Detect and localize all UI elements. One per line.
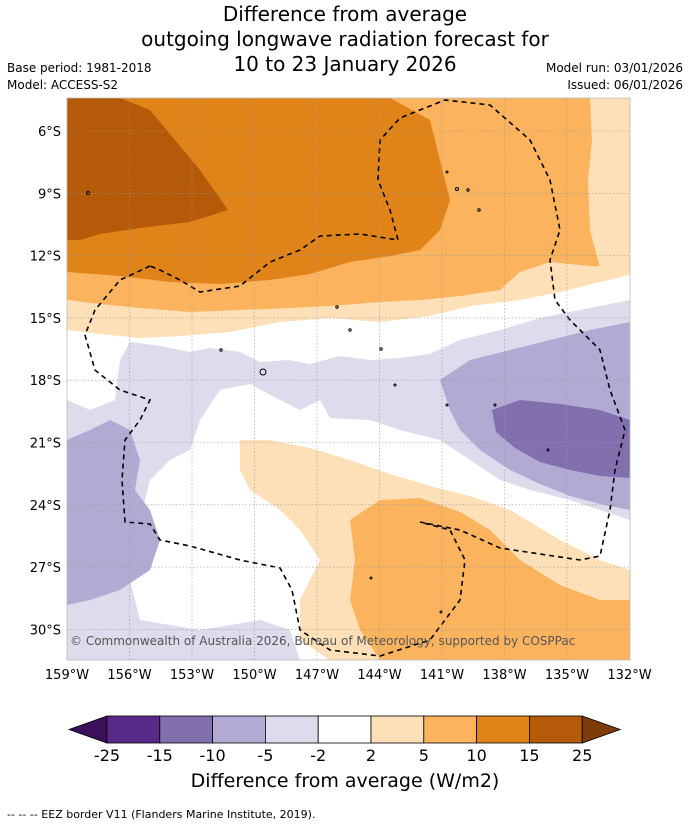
eez-border-french-polynesia: [84, 99, 626, 657]
island-marker: [466, 188, 470, 192]
island-marker: [445, 170, 449, 174]
issued-date: Issued: 06/01/2026: [567, 78, 683, 92]
colorbar-tick-label: 5: [419, 746, 429, 765]
colorbar-segment: [159, 715, 214, 744]
colorbar-tick-label: -5: [257, 746, 273, 765]
island-marker: [335, 305, 339, 309]
colorbar-segment: [423, 715, 477, 744]
lon-label: 159°W: [45, 668, 89, 683]
lat-label: 15°S: [30, 312, 61, 327]
anomaly-region-light-orange-east: [588, 98, 630, 270]
lat-label: 9°S: [38, 187, 61, 202]
colorbar-tick-label: 2: [366, 746, 376, 765]
anomaly-region-darkest-orange: [67, 98, 228, 240]
colorbar-segment: [476, 715, 530, 744]
title-line-1: Difference from average: [222, 2, 468, 26]
map-area: © Commonwealth of Australia 2026, Bureau…: [67, 98, 630, 660]
island-marker: [455, 187, 459, 191]
base-period: Base period: 1981-2018: [7, 61, 152, 75]
colorbar-extend-high: [581, 715, 622, 744]
longitude-labels: 159°W 156°W 153°W 150°W 147°W 144°W 141°W 138°W…: [45, 668, 652, 683]
title-line-2: outgoing longwave radiation forecast for: [141, 27, 549, 51]
lon-label: 147°W: [295, 668, 339, 683]
model-name: Model: ACCESS-S2: [7, 78, 119, 92]
title-line-3: 10 to 23 January 2026: [233, 52, 457, 76]
colorbar-tick-label: 25: [572, 746, 592, 765]
meta-right: Model run: 03/01/2026 Issued: 06/01/2026: [546, 60, 683, 94]
meta-left: Base period: 1981-2018 Model: ACCESS-S2: [7, 60, 152, 94]
colorbar-segment: [370, 715, 425, 744]
lon-label: 141°W: [420, 668, 464, 683]
lat-label: 6°S: [38, 125, 61, 140]
colorbar-segment: [529, 715, 583, 744]
gridlines: [67, 98, 630, 660]
colorbar-tick-label: 15: [519, 746, 539, 765]
island-marker: [477, 208, 481, 212]
anomaly-region-medium-orange-south: [350, 498, 630, 660]
map-frame: [66, 97, 631, 661]
island-marker: [493, 403, 497, 407]
colorbar: -25 -15 -10 -5 -2 2 5 10 15 25: [67, 715, 622, 765]
latitude-labels: 6°S 9°S 12°S 15°S 18°S 21°S 24°S 27°S 30°S: [30, 125, 61, 638]
lon-label: 150°W: [232, 668, 276, 683]
island-marker: [259, 368, 267, 376]
lat-label: 30°S: [30, 623, 61, 638]
colorbar-tick-label: -2: [310, 746, 326, 765]
lon-label: 135°W: [545, 668, 589, 683]
lat-label: 18°S: [30, 374, 61, 389]
lat-label: 12°S: [30, 250, 61, 265]
island-marker: [439, 610, 443, 614]
colorbar-label: Difference from average (W/m2): [191, 770, 500, 792]
island-marker: [219, 348, 223, 352]
lat-label: 24°S: [30, 499, 61, 514]
eez-borders: [84, 99, 626, 657]
island-marker: [546, 448, 550, 452]
islands: [86, 170, 550, 614]
colorbar-tick-label: -10: [200, 746, 226, 765]
colorbar-segment: [317, 715, 372, 744]
colorbar-tick-label: -15: [147, 746, 173, 765]
lon-label: 156°W: [107, 668, 151, 683]
eez-footnote: -- -- -- EEZ border V11 (Flanders Marine…: [7, 808, 316, 821]
colorbar-extend-low: [67, 715, 108, 744]
lat-label: 21°S: [30, 437, 61, 452]
copyright-notice: © Commonwealth of Australia 2026, Bureau…: [70, 634, 575, 648]
island-marker: [393, 383, 397, 387]
island-marker: [379, 347, 383, 351]
model-run: Model run: 03/01/2026: [545, 61, 683, 75]
anomaly-region-deep-purple-east: [492, 400, 630, 478]
colorbar-tick-label: 10: [466, 746, 486, 765]
lon-label: 153°W: [170, 668, 214, 683]
lon-label: 144°W: [357, 668, 401, 683]
colorbar-segment: [212, 715, 266, 744]
island-marker: [445, 403, 449, 407]
chart-title: Difference from average outgoing longwav…: [0, 2, 690, 77]
colorbar-tick-label: -25: [94, 746, 120, 765]
anomaly-region-purple-west: [67, 420, 160, 605]
colorbar-segment: [106, 715, 161, 744]
colorbar-segment: [264, 715, 319, 744]
island-marker: [348, 328, 352, 332]
lon-label: 138°W: [482, 668, 526, 683]
island-marker: [369, 576, 373, 580]
lon-label: 132°W: [607, 668, 651, 683]
lat-label: 27°S: [30, 561, 61, 576]
